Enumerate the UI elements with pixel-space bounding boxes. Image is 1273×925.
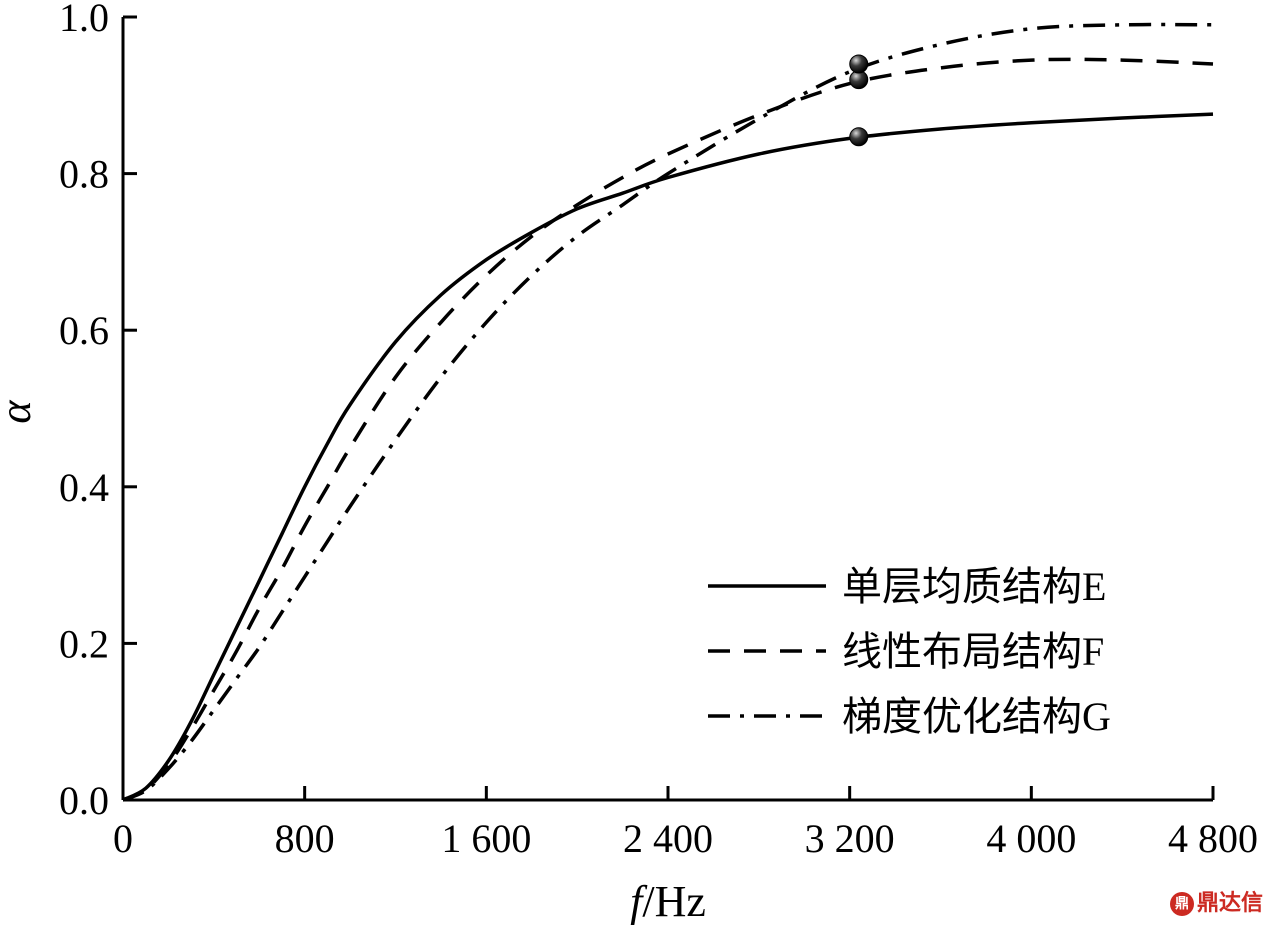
data-point-marker xyxy=(849,127,869,147)
x-tick-label: 4 000 xyxy=(986,816,1076,861)
legend-label: 单层均质结构E xyxy=(842,564,1106,609)
y-tick-label: 1.0 xyxy=(59,0,109,40)
axis-layer xyxy=(121,17,1213,802)
y-axis-label: α xyxy=(0,400,40,424)
x-tick-label: 800 xyxy=(275,816,335,861)
x-tick-label: 0 xyxy=(113,816,133,861)
watermark-text: 鼎达信 xyxy=(1196,891,1263,916)
data-point-marker xyxy=(849,54,869,74)
plot-layer xyxy=(122,22,1214,802)
x-tick-label: 4 800 xyxy=(1168,816,1258,861)
y-tick-label: 0.0 xyxy=(59,778,109,823)
y-tick-label: 0.6 xyxy=(59,308,109,353)
legend-label: 线性布局结构F xyxy=(842,629,1104,674)
watermark-logo-icon: 鼎 xyxy=(1169,892,1194,916)
x-tick-label: 2 400 xyxy=(623,816,713,861)
x-tick-label: 3 200 xyxy=(805,816,895,861)
x-tick-label: 1 600 xyxy=(441,816,531,861)
tick-layer: 0 800 1 600 2 400 3 200 4 000 4 800 0.0 0.2 0.4 0.… xyxy=(59,0,1258,861)
series-line-dashdot xyxy=(122,22,1214,802)
y-tick-label: 0.4 xyxy=(59,465,109,510)
x-axis-label-unit: /Hz xyxy=(642,877,706,925)
x-axis-label: f/Hz xyxy=(630,877,706,925)
series-line-dashed xyxy=(122,57,1214,802)
y-tick-label: 0.8 xyxy=(59,152,109,197)
series-line-solid xyxy=(122,112,1214,802)
legend-label: 梯度优化结构G xyxy=(842,694,1111,739)
legend: 单层均质结构E 线性布局结构F 梯度优化结构G xyxy=(708,564,1111,739)
watermark: 鼎鼎达信 xyxy=(1169,885,1263,917)
y-tick-label: 0.2 xyxy=(59,621,109,666)
